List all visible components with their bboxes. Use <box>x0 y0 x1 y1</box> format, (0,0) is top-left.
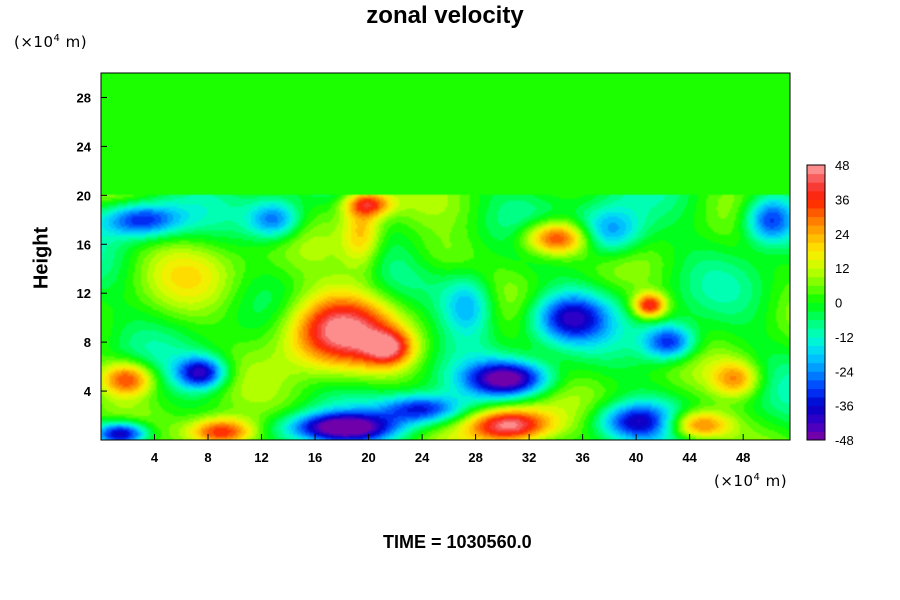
y-unit-prefix: (×10 <box>14 33 54 51</box>
colorbar-swatch <box>807 431 825 441</box>
colorbar-tick-label: 12 <box>835 261 849 276</box>
colorbar-swatch <box>807 242 825 252</box>
x-tick-label: 40 <box>629 450 643 465</box>
x-unit-suffix: m) <box>760 472 788 490</box>
colorbar-swatch <box>807 268 825 278</box>
x-tick-label: 28 <box>468 450 482 465</box>
x-tick-label: 20 <box>361 450 375 465</box>
colorbar: 48 36 24 12 0 -12 -24 -36 -48 <box>806 158 854 448</box>
colorbar-swatch <box>807 190 825 200</box>
time-label: TIME = 1030560.0 <box>383 532 532 552</box>
y-axis-ticks: 4 8 12 16 20 24 28 <box>77 90 107 399</box>
colorbar-swatch <box>807 311 825 321</box>
colorbar-swatch <box>807 362 825 372</box>
chart-title: zonal velocity <box>366 2 524 29</box>
colorbar-frame <box>806 164 826 441</box>
colorbar-tick-label: -48 <box>835 433 854 448</box>
y-tick-label: 12 <box>77 286 91 301</box>
colorbar-tick-label: -36 <box>835 399 854 414</box>
colorbar-swatch <box>807 379 825 389</box>
colorbar-swatch <box>807 165 825 175</box>
colorbar-swatch <box>807 414 825 424</box>
x-tick-label: 24 <box>415 450 430 465</box>
colorbar-swatch <box>807 422 825 432</box>
x-tick-label: 44 <box>682 450 697 465</box>
colorbar-swatch <box>807 233 825 243</box>
colorbar-swatch <box>807 388 825 398</box>
plot-frame <box>100 72 791 441</box>
y-unit-suffix: m) <box>60 33 88 51</box>
x-tick-label: 12 <box>254 450 268 465</box>
colorbar-swatch <box>807 371 825 381</box>
x-tick-label: 32 <box>522 450 536 465</box>
colorbar-swatch <box>807 336 825 346</box>
colorbar-swatch <box>807 302 825 312</box>
y-tick-label: 4 <box>84 384 92 399</box>
colorbar-swatch <box>807 173 825 183</box>
colorbar-tick-label: 0 <box>835 296 842 311</box>
y-tick-label: 28 <box>77 90 91 105</box>
x-tick-label: 16 <box>308 450 322 465</box>
colorbar-tick-label: 48 <box>835 158 849 173</box>
colorbar-tick-label: -24 <box>835 364 854 379</box>
colorbar-swatch <box>807 199 825 209</box>
x-tick-label: 36 <box>575 450 589 465</box>
y-tick-label: 8 <box>84 335 91 350</box>
colorbar-swatch <box>807 182 825 192</box>
y-axis-unit: (×104 m) <box>14 33 87 51</box>
x-unit-prefix: (×10 <box>714 472 754 490</box>
colorbar-swatch <box>807 259 825 269</box>
x-tick-label: 48 <box>736 450 750 465</box>
colorbar-swatch <box>807 354 825 364</box>
colorbar-swatch <box>807 250 825 261</box>
x-unit-exponent: 4 <box>753 472 761 483</box>
colorbar-swatch <box>807 405 825 415</box>
colorbar-swatch <box>807 397 825 407</box>
x-tick-label: 4 <box>151 450 159 465</box>
colorbar-swatch <box>807 328 825 338</box>
heatmap-field <box>101 73 790 440</box>
y-tick-label: 20 <box>77 188 91 203</box>
x-axis-unit: (×104 m) <box>714 472 787 490</box>
colorbar-tick-label: 36 <box>835 192 849 207</box>
colorbar-swatch <box>807 293 825 303</box>
colorbar-swatch <box>807 319 825 329</box>
y-unit-exponent: 4 <box>53 33 61 44</box>
colorbar-tick-label: 24 <box>835 227 849 242</box>
colorbar-swatch <box>807 207 825 218</box>
y-tick-label: 16 <box>77 237 91 252</box>
x-tick-label: 8 <box>204 450 211 465</box>
colorbar-swatch <box>807 225 825 235</box>
colorbar-swatch <box>807 216 825 226</box>
y-tick-label: 24 <box>77 139 92 154</box>
colorbar-swatch <box>807 285 825 295</box>
colorbar-swatch <box>807 276 825 286</box>
colorbar-swatch <box>807 345 825 355</box>
x-axis-ticks: 4 8 12 16 20 24 28 32 36 40 44 48 <box>151 434 750 465</box>
colorbar-tick-label: -12 <box>835 330 854 345</box>
